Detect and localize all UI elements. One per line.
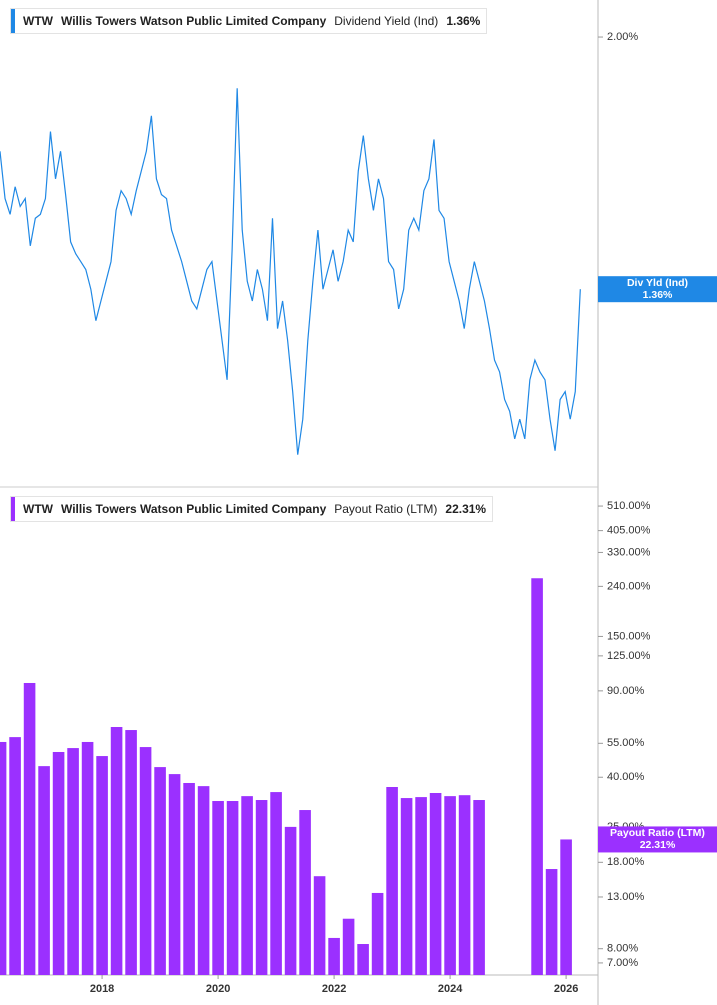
badge-name: Payout Ratio (LTM) [610, 827, 705, 839]
bar [255, 800, 268, 975]
x-tick-label: 2024 [438, 983, 463, 995]
y-tick-label: 7.00% [607, 957, 638, 969]
bar [415, 797, 427, 975]
metric-value: 22.31% [445, 502, 487, 516]
y-tick-label: 90.00% [607, 685, 645, 697]
bar [110, 727, 123, 975]
legend: WTW Willis Towers Watson Public Limited … [10, 496, 494, 522]
metric-value: 1.36% [446, 14, 481, 28]
x-tick-label: 2026 [554, 983, 578, 995]
bar [67, 748, 79, 975]
bar [38, 766, 50, 975]
metric-name: Dividend Yield (Ind) [334, 14, 439, 28]
bar [545, 869, 558, 975]
bar [342, 918, 355, 975]
bar [0, 741, 7, 975]
y-tick-label: 125.00% [607, 650, 651, 662]
y-tick-label: 2.00% [607, 31, 638, 43]
bar [23, 682, 36, 975]
bar [212, 801, 224, 975]
badge-value: 22.31% [640, 839, 676, 851]
bar [371, 892, 384, 975]
bar [357, 944, 369, 975]
bar [197, 786, 210, 975]
bar [313, 876, 326, 975]
y-tick-label: 40.00% [607, 771, 645, 783]
bar [473, 800, 485, 975]
y-tick-label: 55.00% [607, 737, 645, 749]
bar [560, 839, 572, 975]
ticker: WTW [23, 14, 53, 28]
bar [444, 796, 456, 975]
bar [96, 756, 108, 975]
current-value-badge [598, 276, 717, 303]
bar [183, 782, 195, 975]
y-tick-label: 18.00% [607, 856, 645, 868]
bar [139, 747, 152, 975]
bar [241, 796, 253, 975]
y-tick-label: 330.00% [607, 546, 651, 558]
bar [168, 774, 181, 975]
bar [284, 826, 297, 975]
y-tick-label: 405.00% [607, 525, 651, 537]
y-tick-label: 510.00% [607, 500, 651, 512]
bar [400, 798, 413, 975]
x-tick-label: 2018 [90, 983, 114, 995]
bar [154, 767, 166, 975]
bar [52, 751, 65, 975]
legend-swatch [11, 497, 15, 521]
bar [429, 793, 442, 975]
legend: WTW Willis Towers Watson Public Limited … [10, 8, 488, 34]
ticker: WTW [23, 502, 53, 516]
company-name: Willis Towers Watson Public Limited Comp… [60, 14, 327, 28]
company-name: Willis Towers Watson Public Limited Comp… [60, 502, 327, 516]
bar [328, 937, 340, 975]
badge-value: 1.36% [643, 289, 673, 301]
metric-name: Payout Ratio (LTM) [334, 502, 438, 516]
bar [299, 810, 311, 975]
y-tick-label: 150.00% [607, 630, 651, 642]
y-tick-label: 8.00% [607, 943, 638, 955]
bar [81, 741, 94, 975]
bar [270, 792, 282, 975]
bar [458, 795, 471, 975]
legend-swatch [11, 9, 15, 33]
current-value-badge [598, 826, 717, 853]
x-tick-label: 2022 [322, 983, 346, 995]
badge-name: Div Yld (Ind) [627, 277, 688, 289]
bar [9, 737, 21, 975]
data-line [0, 88, 581, 455]
bar [226, 801, 239, 975]
bar [125, 730, 137, 975]
y-tick-label: 13.00% [607, 891, 645, 903]
x-tick-label: 2020 [206, 983, 230, 995]
bar [531, 578, 543, 975]
y-tick-label: 240.00% [607, 580, 651, 592]
bar [386, 786, 398, 975]
